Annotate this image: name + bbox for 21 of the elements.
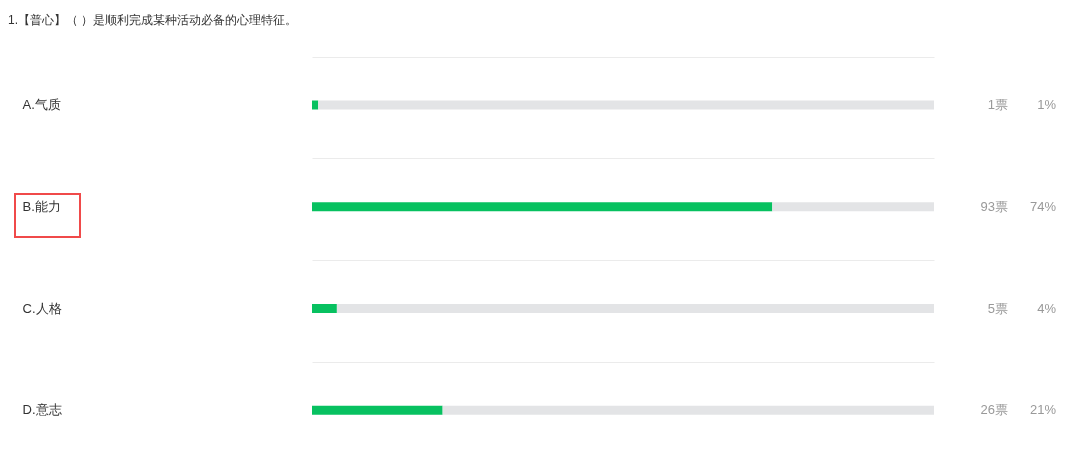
y-tick-label: D.意志 (22, 402, 62, 418)
bar (772, 202, 934, 212)
bar (442, 405, 934, 415)
bar (312, 405, 443, 415)
bar (312, 100, 319, 110)
bar (312, 202, 773, 212)
y-tick-label: C.人格 (22, 300, 62, 316)
data-label: 1% (1037, 97, 1057, 112)
text: 1.【普心】（ ）是顺利完成某种活动必备的心理特征。 (8, 13, 298, 27)
text: 5票 (987, 300, 1008, 316)
text: 1票 (987, 97, 1008, 112)
bar (336, 304, 934, 313)
text: 93票 (980, 198, 1008, 214)
y-tick-label: A.气质 (22, 97, 61, 112)
y-tick-label: B.能力 (22, 198, 61, 214)
data-label: 74% (1029, 198, 1057, 214)
data-label: 21% (1029, 402, 1057, 418)
bar (312, 304, 337, 313)
bar (318, 100, 934, 110)
text: 26票 (980, 402, 1008, 418)
data-label: 4% (1037, 300, 1057, 316)
